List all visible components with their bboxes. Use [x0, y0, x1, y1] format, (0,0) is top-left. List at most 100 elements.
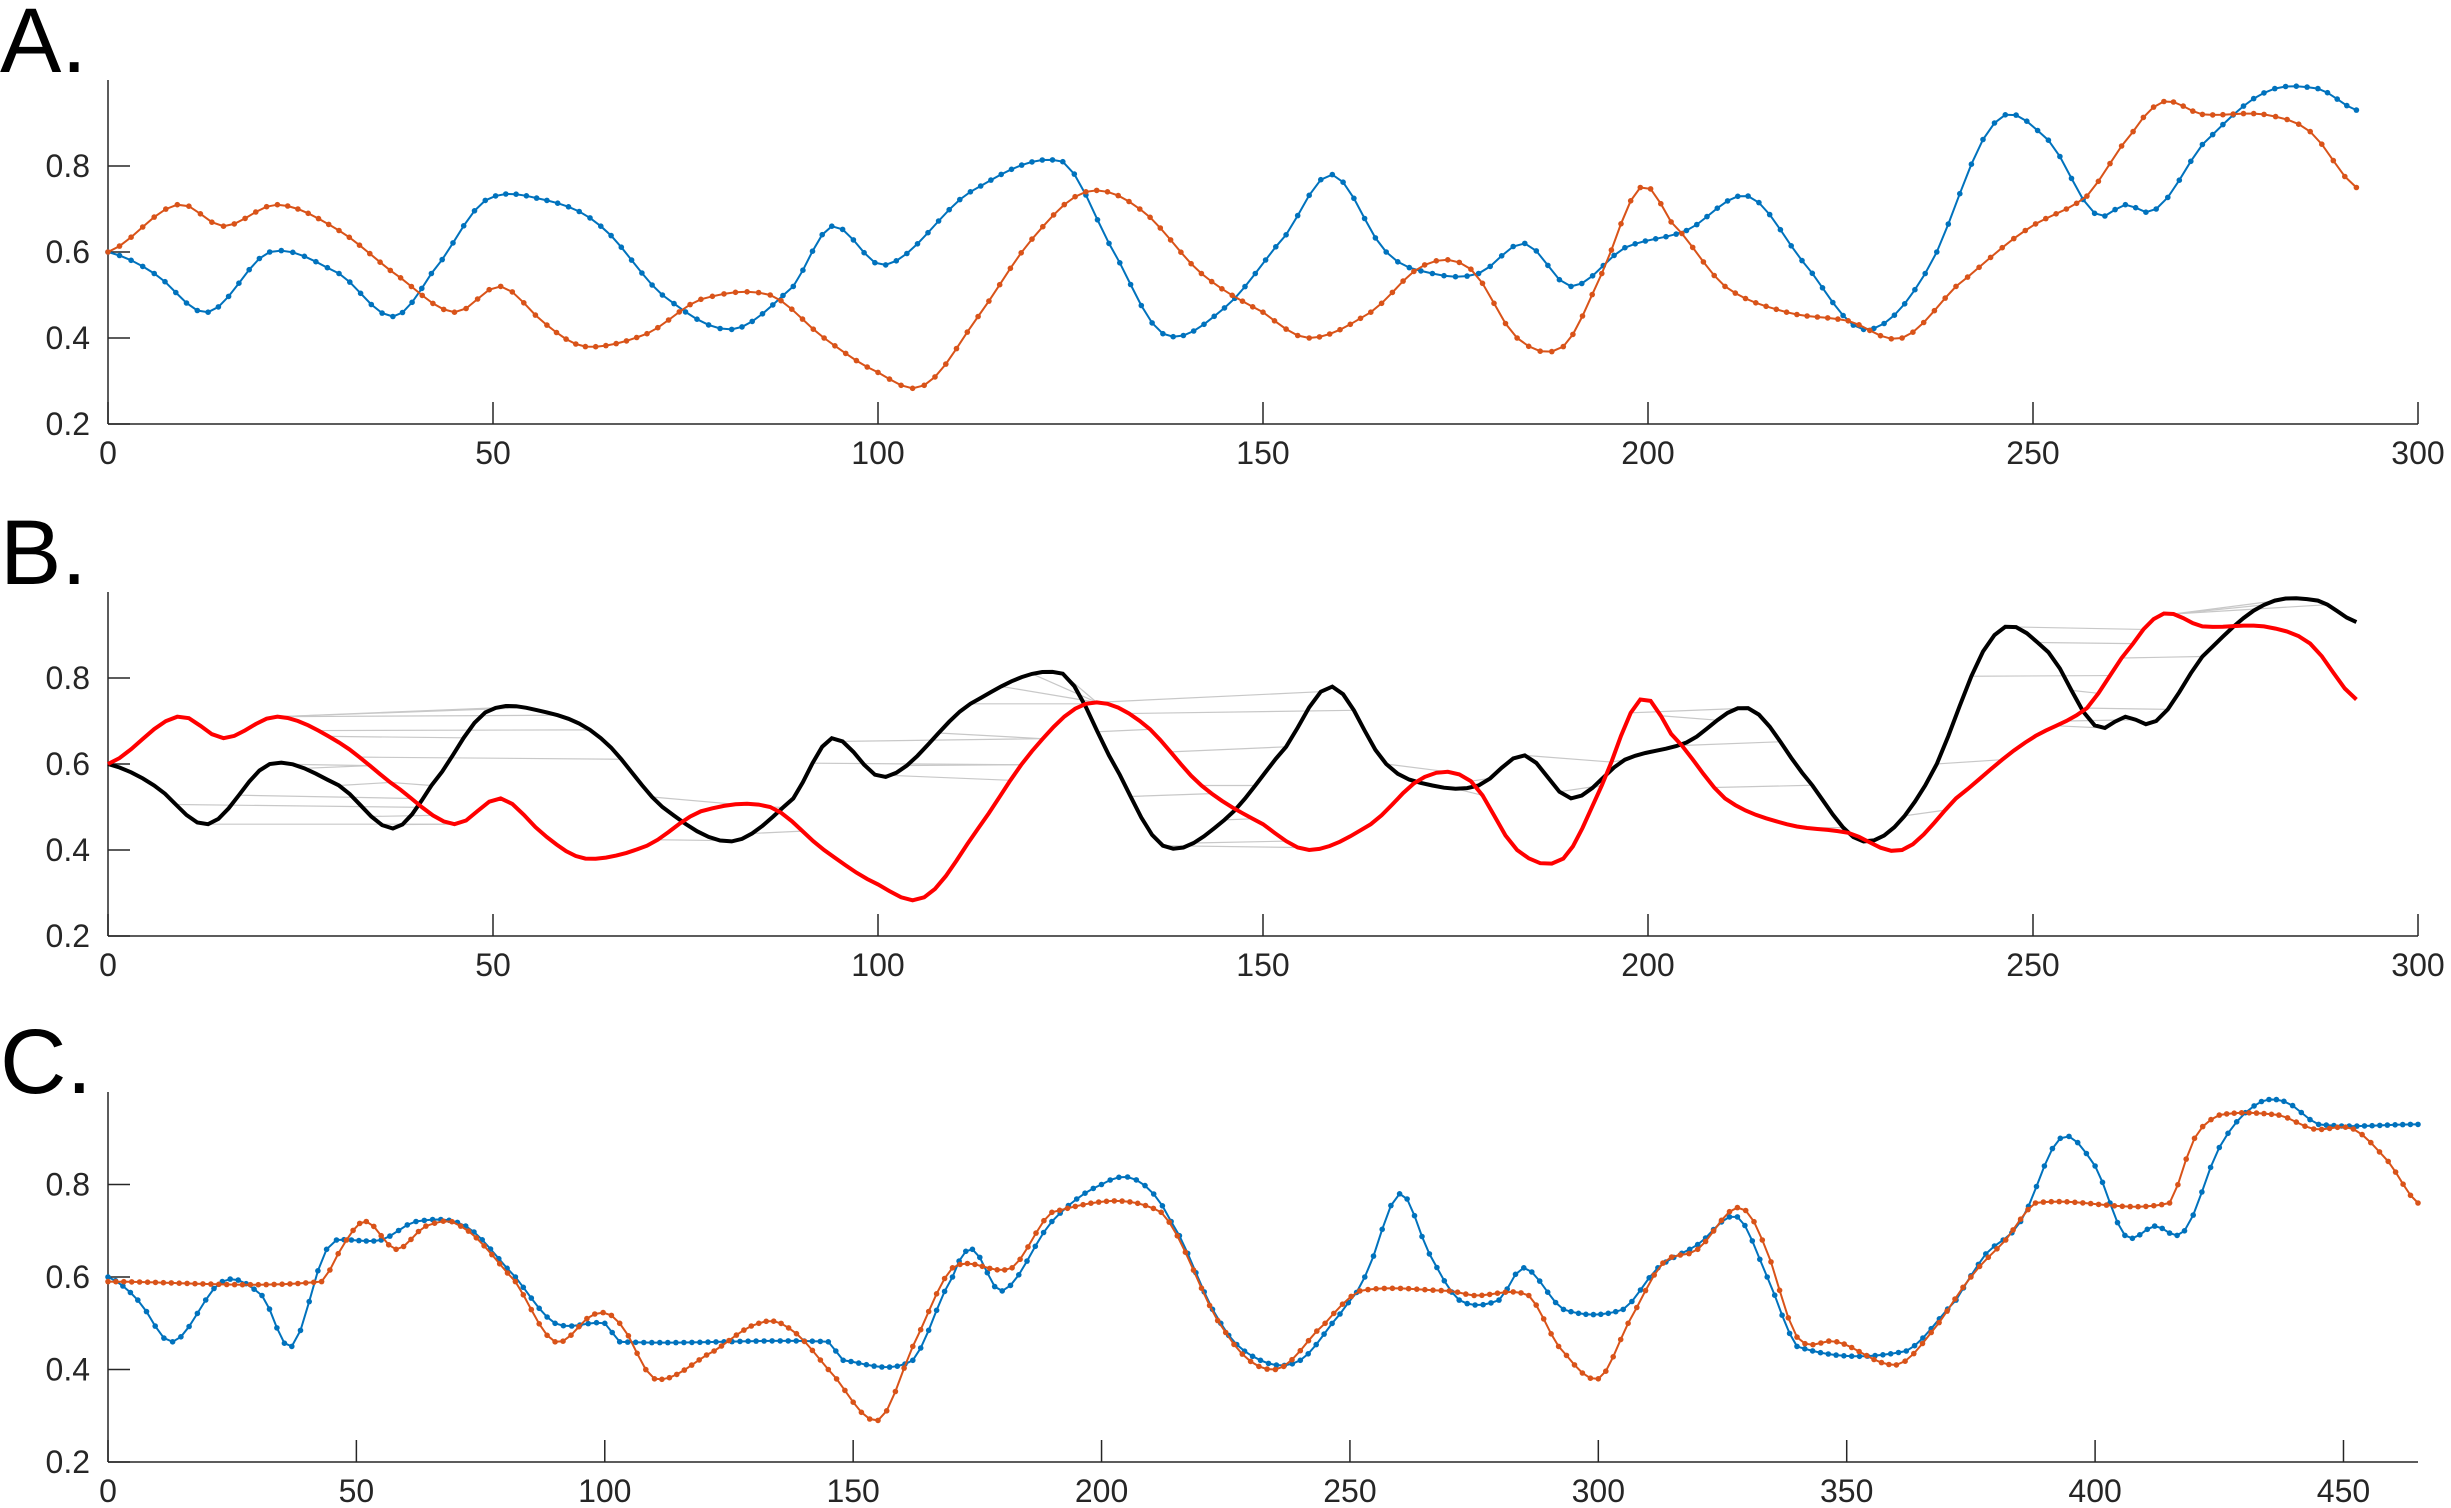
data-point	[872, 259, 878, 266]
data-point	[616, 1339, 623, 1345]
data-point	[419, 292, 426, 299]
data-point	[220, 223, 227, 229]
data-point	[1119, 1198, 1125, 1204]
data-point	[1599, 270, 1605, 277]
data-point	[1127, 1199, 1133, 1205]
data-point	[1496, 1297, 1502, 1303]
data-point	[1533, 248, 1540, 254]
data-point	[1025, 1244, 1031, 1250]
data-point	[1041, 1217, 1047, 1224]
data-point	[169, 1339, 176, 1345]
data-point	[809, 1347, 816, 1354]
data-point	[225, 293, 232, 300]
panel-c-axes: 0 50 100 150 200 250 300 350 400 450 0.2 0.4 0.6 0.8	[46, 1092, 2421, 1508]
data-point	[1658, 200, 1664, 207]
data-point	[2326, 1125, 2333, 1132]
data-point	[1571, 1362, 1578, 1368]
data-point	[1891, 312, 1898, 319]
alignment-line	[938, 732, 1043, 740]
data-point	[387, 1233, 393, 1239]
data-point	[1945, 221, 1952, 227]
data-point	[1348, 1293, 1354, 1300]
data-point	[953, 345, 960, 352]
alignment-line	[1660, 715, 1718, 721]
data-point	[363, 1218, 370, 1225]
data-point	[2353, 107, 2360, 113]
data-point	[988, 177, 994, 183]
data-point	[1786, 1330, 1793, 1337]
data-point	[576, 208, 582, 215]
data-point	[1239, 1351, 1246, 1357]
series-markers-2	[105, 1110, 2421, 1424]
data-point	[1289, 1361, 1296, 1367]
alignment-line	[1224, 818, 1253, 821]
data-point	[1794, 311, 1800, 318]
data-point	[1150, 1205, 1157, 1212]
data-point	[2240, 103, 2247, 109]
data-point	[1771, 1292, 1778, 1298]
data-point	[745, 1338, 751, 1344]
data-point	[1809, 270, 1816, 277]
data-point	[266, 1306, 273, 1312]
data-point	[1157, 225, 1164, 231]
data-point	[2407, 1192, 2414, 1199]
data-point	[1188, 260, 1194, 267]
data-point	[1773, 306, 1780, 313]
data-point	[763, 1318, 769, 1325]
data-point	[1689, 244, 1696, 251]
data-point	[829, 223, 835, 229]
data-point	[457, 1223, 464, 1229]
data-point	[1400, 278, 1406, 284]
data-point	[1763, 303, 1769, 310]
data-point	[315, 1268, 321, 1274]
data-point	[1016, 1272, 1022, 1278]
x-tick-label: 300	[2391, 435, 2444, 471]
data-point	[2095, 178, 2102, 185]
data-point	[1595, 1376, 1602, 1382]
data-point	[1779, 1312, 1785, 1318]
data-point	[1826, 1338, 1832, 1344]
data-point	[2385, 1158, 2391, 1165]
data-point	[2063, 206, 2070, 212]
data-point	[1526, 1292, 1532, 1299]
data-point	[1280, 1363, 1287, 1370]
data-point	[160, 1279, 167, 1286]
data-point	[1024, 1258, 1030, 1264]
data-point	[1032, 1243, 1039, 1250]
data-point	[113, 1278, 119, 1285]
data-point	[450, 240, 456, 246]
x-tick-label: 200	[1075, 1473, 1128, 1508]
data-point	[1610, 1354, 1616, 1360]
data-point	[387, 267, 394, 274]
data-point	[303, 1280, 309, 1286]
data-point	[1942, 295, 1948, 301]
data-point	[1158, 1209, 1164, 1216]
data-point	[552, 1339, 558, 1345]
data-point	[315, 215, 322, 222]
data-point	[2024, 118, 2030, 124]
data-point	[728, 326, 735, 333]
data-point	[2293, 83, 2300, 89]
data-point	[1479, 1292, 1485, 1299]
data-point	[1647, 186, 1654, 192]
data-point	[2295, 121, 2302, 127]
data-point	[1494, 1290, 1501, 1296]
data-point	[1178, 249, 1184, 255]
data-point	[1804, 313, 1810, 319]
data-point	[184, 1280, 190, 1287]
data-point	[582, 343, 589, 350]
data-point	[310, 1279, 317, 1286]
data-point	[737, 1338, 743, 1345]
data-point	[390, 313, 396, 320]
data-point	[641, 1339, 647, 1346]
data-point	[1587, 1375, 1594, 1381]
data-point	[2220, 111, 2226, 118]
panel-b: B. 0 50 100 150 200 250 300 0.2 0.4 0.6 0.8	[0, 502, 2445, 983]
data-point	[996, 281, 1003, 288]
data-point	[909, 385, 916, 392]
data-point	[801, 1338, 808, 1345]
data-point	[1686, 1250, 1692, 1257]
data-point	[1794, 1343, 1800, 1350]
data-point	[585, 1320, 591, 1327]
data-point	[194, 1310, 201, 1317]
